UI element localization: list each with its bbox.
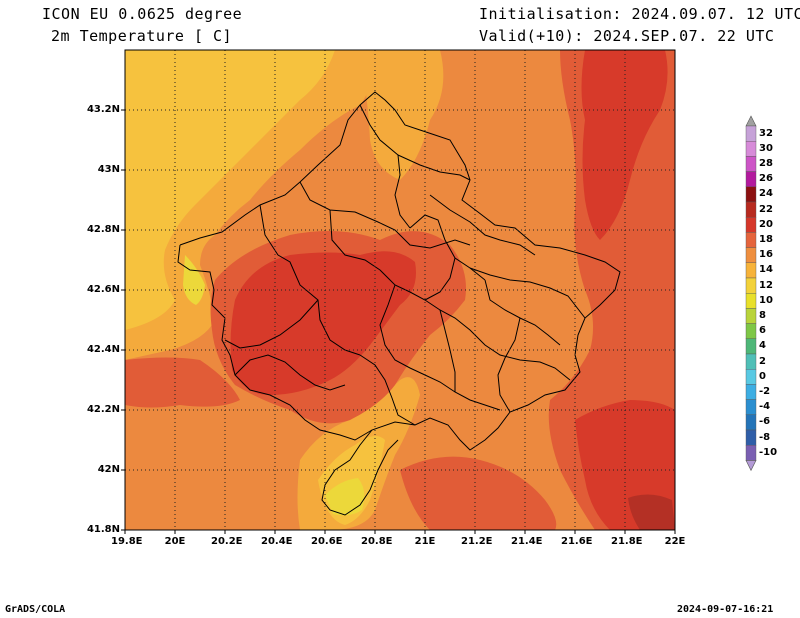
lon-label: 20E (164, 536, 186, 547)
init-time: Initialisation: 2024.09.07. 12 UTC (479, 5, 800, 23)
colorbar-segment (745, 429, 757, 446)
lat-label: 42.2N (86, 404, 120, 415)
colorbar-segment (745, 414, 757, 431)
colorbar-label: -10 (759, 446, 778, 458)
colorbar-label: -2 (759, 386, 771, 397)
lon-label: 21.4E (511, 536, 543, 547)
lat-label: 41.8N (86, 524, 120, 535)
colorbar-segment (745, 262, 757, 279)
colorbar-label: -6 (759, 416, 771, 428)
variable-title: 2m Temperature [ C] (51, 27, 233, 45)
colorbar-segment (745, 186, 757, 203)
lon-label: 19.8E (111, 536, 143, 547)
footer-timestamp: 2024-09-07-16:21 (677, 604, 774, 615)
colorbar-segment (745, 216, 757, 233)
colorbar-label: 22 (759, 203, 773, 215)
colorbar-segment (745, 277, 757, 294)
lon-label: 20.4E (261, 536, 293, 547)
colorbar-segment (745, 140, 757, 157)
lat-label: 43.2N (86, 104, 120, 115)
lon-label: 21E (414, 536, 436, 547)
colorbar-segment (745, 445, 757, 461)
colorbar-segment (745, 156, 757, 172)
lat-label: 42.8N (86, 224, 120, 235)
colorbar-segment (745, 293, 757, 309)
model-title: ICON EU 0.0625 degree (42, 5, 243, 23)
colorbar-label: 8 (759, 310, 766, 321)
colorbar-label: 14 (759, 264, 773, 276)
colorbar (745, 115, 757, 472)
colorbar-label: 32 (759, 127, 773, 139)
colorbar-label: 10 (759, 294, 773, 306)
colorbar-label: 28 (759, 158, 773, 169)
colorbar-label: 2 (759, 355, 766, 367)
colorbar-bottom-cap (745, 460, 757, 472)
colorbar-segment (745, 247, 757, 264)
colorbar-label: 6 (759, 325, 766, 337)
lon-label: 21.8E (611, 536, 643, 547)
footer-credit: GrADS/COLA (5, 604, 66, 615)
colorbar-segment (745, 369, 757, 385)
colorbar-label: 20 (759, 218, 773, 230)
colorbar-segment (745, 353, 757, 370)
colorbar-label: 4 (759, 340, 766, 352)
temperature-field (125, 50, 675, 530)
colorbar-label: 18 (759, 234, 773, 245)
colorbar-segment (745, 125, 757, 142)
lat-label: 42.6N (86, 284, 120, 295)
colorbar-segment (745, 171, 757, 188)
colorbar-segment (745, 201, 757, 218)
lat-label: 43N (97, 164, 120, 175)
lon-label: 21.2E (461, 536, 493, 547)
valid-time: Valid(+10): 2024.SEP.07. 22 UTC (479, 27, 775, 45)
colorbar-label: 12 (759, 279, 773, 291)
colorbar-segment (745, 323, 757, 340)
lon-label: 22E (664, 536, 686, 547)
colorbar-segment (745, 384, 757, 400)
colorbar-label: 30 (759, 142, 773, 154)
lon-label: 20.8E (361, 536, 393, 547)
lon-label: 21.6E (561, 536, 593, 547)
colorbar-label: 16 (759, 249, 773, 261)
colorbar-label: -8 (759, 431, 771, 443)
axis-ticks (121, 109, 676, 534)
colorbar-label: -4 (759, 401, 771, 413)
colorbar-label: 24 (759, 188, 773, 200)
colorbar-label: 26 (759, 173, 773, 185)
colorbar-segment (745, 308, 757, 324)
lat-label: 42N (97, 464, 120, 475)
lon-label: 20.6E (311, 536, 343, 547)
colorbar-segment (745, 232, 757, 248)
lat-lon-grid (125, 50, 675, 530)
colorbar-label: 0 (759, 370, 766, 382)
lon-label: 20.2E (211, 536, 243, 547)
colorbar-top-cap (745, 115, 757, 127)
colorbar-segment (745, 338, 757, 355)
lat-label: 42.4N (86, 344, 120, 355)
colorbar-segment (745, 399, 757, 416)
